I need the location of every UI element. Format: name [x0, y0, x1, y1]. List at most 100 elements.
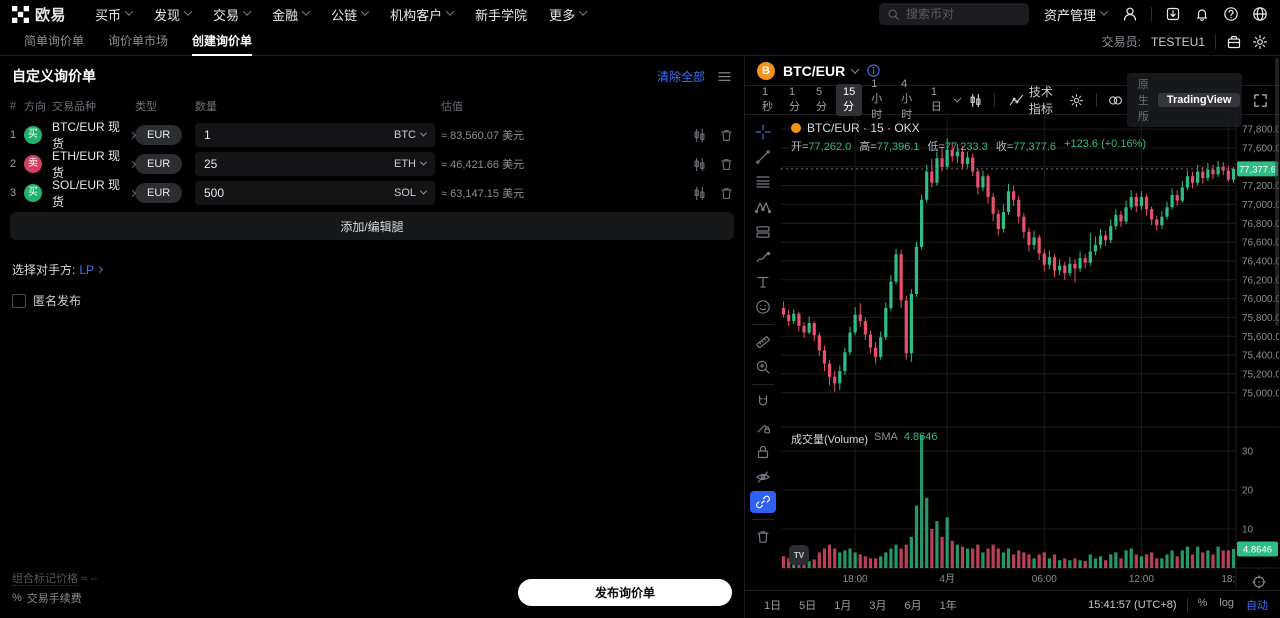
instrument-selector[interactable]: SOL/EUR 现货 — [52, 176, 137, 210]
scale-2[interactable]: 自动 — [1246, 599, 1268, 612]
clear-all-button[interactable]: 清除全部 — [656, 69, 705, 84]
tab-0[interactable]: 简单询价单 — [24, 33, 85, 48]
last-price-badge: 77,377.6 — [1237, 161, 1278, 177]
currency-type-button[interactable]: EUR — [135, 125, 183, 145]
orders-icon[interactable] — [1226, 34, 1242, 50]
tab-2[interactable]: 创建询价单 — [180, 28, 264, 56]
currency-type-button[interactable]: EUR — [135, 154, 183, 174]
unit-selector[interactable]: SOL — [394, 187, 428, 199]
nav-item-6[interactable]: 新手学院 — [475, 7, 528, 23]
nav-item-2[interactable]: 交易 — [202, 0, 261, 28]
position-tool[interactable] — [750, 221, 776, 243]
crosshair-tool[interactable] — [750, 121, 776, 143]
trash-tool[interactable] — [750, 526, 776, 548]
okx-logo[interactable]: 欧易 — [12, 4, 66, 25]
nav-item-7[interactable]: 更多 — [538, 0, 597, 28]
language-icon[interactable] — [1252, 6, 1268, 22]
nav-item-5[interactable]: 机构客户 — [379, 0, 464, 28]
scale-0[interactable]: % — [1197, 596, 1208, 609]
chart-canvas[interactable]: BTC/EUR · 15 · OKX 开=77,262.0 高=77,396.1… — [781, 115, 1280, 590]
nav-item-4[interactable]: 公链 — [320, 0, 379, 28]
tab-1[interactable]: 询价单市场 — [108, 33, 169, 48]
download-app-icon[interactable] — [1165, 6, 1181, 22]
chart-icon[interactable] — [692, 186, 707, 201]
chart-icon[interactable] — [692, 128, 707, 143]
price-chart[interactable]: 77,800.077,600.077,400.077,200.077,000.0… — [781, 115, 1279, 590]
hide-tool[interactable] — [750, 466, 776, 488]
counterparty-selector[interactable]: LP — [79, 263, 104, 277]
range-4[interactable]: 6月 — [904, 599, 922, 612]
interval-1小时[interactable]: 1小时 — [871, 78, 883, 121]
unit-selector[interactable]: ETH — [394, 158, 428, 170]
anonymous-checkbox[interactable] — [12, 293, 26, 308]
currency-type-button[interactable]: EUR — [135, 183, 183, 203]
add-edit-legs-button[interactable]: 添加/编辑腿 — [10, 212, 734, 240]
text-tool[interactable] — [750, 271, 776, 293]
chart-style-icon[interactable] — [966, 89, 986, 111]
fullscreen-icon[interactable] — [1250, 89, 1270, 111]
trend-line-tool[interactable] — [750, 146, 776, 168]
instrument-selector[interactable]: BTC/EUR 现货 — [52, 118, 137, 152]
svg-text:77,200.0: 77,200.0 — [1242, 181, 1279, 192]
interval-1秒[interactable]: 1秒 — [762, 86, 773, 113]
instrument-selector[interactable]: ETH/EUR 现货 — [52, 147, 137, 181]
native-version-button[interactable]: 原生版 — [1137, 79, 1149, 123]
amount-input-box[interactable]: ETH — [195, 152, 435, 176]
ruler-tool[interactable] — [750, 331, 776, 353]
link-tool[interactable] — [750, 491, 776, 513]
amount-input[interactable] — [204, 157, 394, 171]
magnet-tool[interactable] — [750, 391, 776, 413]
unit-selector[interactable]: BTC — [394, 129, 428, 141]
delete-icon[interactable] — [719, 128, 734, 143]
profile-icon[interactable] — [1122, 6, 1138, 22]
chart-clock[interactable]: 15:41:57 (UTC+8) — [1088, 598, 1177, 611]
brush-tool[interactable] — [750, 246, 776, 268]
info-icon[interactable] — [866, 63, 881, 78]
interval-1日[interactable]: 1日 — [930, 86, 942, 113]
range-3[interactable]: 3月 — [869, 599, 887, 612]
settings-icon[interactable] — [1252, 34, 1268, 50]
range-2[interactable]: 1月 — [834, 599, 852, 612]
range-1[interactable]: 5日 — [799, 599, 817, 612]
amount-input[interactable] — [204, 186, 394, 200]
draw-lock-tool[interactable] — [750, 416, 776, 438]
asset-management-menu[interactable]: 资产管理 — [1042, 0, 1109, 28]
amount-input-box[interactable]: SOL — [195, 181, 435, 205]
interval-15分[interactable]: 15分 — [836, 84, 863, 116]
fee-line[interactable]: % 交易手续费 — [12, 590, 97, 606]
help-icon[interactable] — [1223, 6, 1239, 22]
amount-input-box[interactable]: BTC — [195, 123, 435, 147]
scrollbar[interactable] — [1275, 58, 1279, 326]
lock-tool[interactable] — [750, 441, 776, 463]
fib-retracement-tool[interactable] — [750, 171, 776, 193]
search-box[interactable] — [878, 3, 1029, 25]
compare-icon[interactable] — [1105, 89, 1125, 111]
zoom-in-tool[interactable] — [750, 356, 776, 378]
symbol-selector[interactable]: BTC/EUR — [783, 63, 860, 79]
interval-5分[interactable]: 5分 — [816, 86, 827, 113]
interval-more-icon[interactable] — [953, 94, 962, 103]
nav-item-1[interactable]: 发现 — [143, 0, 202, 28]
amount-input[interactable] — [204, 128, 394, 142]
xabcd-pattern-tool[interactable] — [750, 196, 776, 218]
nav-item-3[interactable]: 金融 — [261, 0, 320, 28]
notifications-icon[interactable] — [1194, 6, 1210, 22]
scale-1[interactable]: log — [1219, 596, 1234, 609]
main-nav: 买币 发现 交易 金融 公链 机构客户 新手学院 更多 — [84, 0, 597, 28]
nav-item-0[interactable]: 买币 — [84, 0, 143, 28]
emoji-tool[interactable] — [750, 296, 776, 318]
range-0[interactable]: 1日 — [764, 599, 782, 612]
menu-icon[interactable] — [717, 69, 732, 84]
publish-rfq-button[interactable]: 发布询价单 — [518, 579, 732, 606]
delete-icon[interactable] — [719, 186, 734, 201]
chart-icon[interactable] — [692, 157, 707, 172]
svg-text:12:00: 12:00 — [1129, 574, 1154, 585]
search-input[interactable] — [905, 7, 1021, 21]
tradingview-version-button[interactable]: TradingView — [1157, 93, 1241, 107]
interval-4小时[interactable]: 4小时 — [901, 78, 913, 121]
chart-settings-icon[interactable] — [1067, 89, 1087, 111]
range-5[interactable]: 1年 — [939, 599, 957, 612]
interval-1分[interactable]: 1分 — [789, 86, 800, 113]
delete-icon[interactable] — [719, 157, 734, 172]
indicators-button[interactable]: 技术指标 — [1004, 83, 1065, 117]
